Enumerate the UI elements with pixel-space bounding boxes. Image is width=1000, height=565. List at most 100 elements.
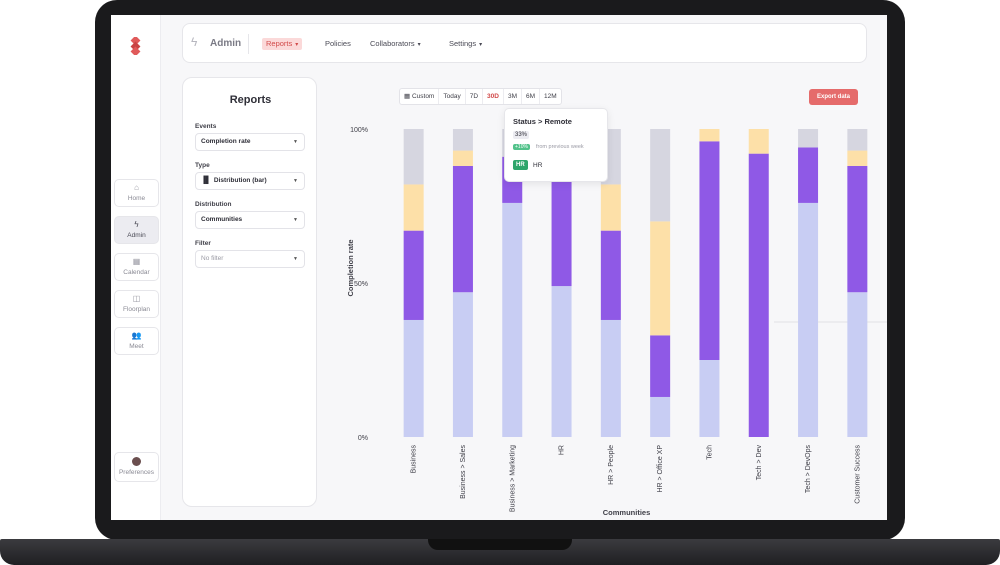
y-tick-label: 0% [358,435,368,442]
bar-segment [403,230,424,320]
bar-segment [452,150,473,166]
nav-policies[interactable]: Policies [325,38,351,50]
rail-item-calendar[interactable]: ▦ Calendar [114,253,159,281]
range-label: Custom [411,93,435,100]
bar-segment [650,221,671,336]
y-tick-label: 50% [354,281,368,288]
bar-segment [452,292,473,437]
y-tick-label: 100% [350,127,368,134]
calendar-icon: ▦ [404,93,412,100]
caret-down-icon: ▼ [293,178,298,184]
events-value: Completion rate [201,138,251,145]
page-title: Admin [210,38,242,49]
floorplan-icon: ◫ [132,294,141,303]
reports-panel: Reports Events Completion rate ▼ Type ▐▌… [182,77,317,507]
type-select[interactable]: ▐▌ Distribution (bar) ▼ [195,172,305,190]
bar-segment [600,230,621,320]
range-7d[interactable]: 7D [466,89,484,104]
panel-title: Reports [229,94,272,106]
range-12m[interactable]: 12M [544,93,557,100]
divider [248,34,249,54]
range-6m[interactable]: 6M [522,89,541,104]
distribution-value: Communities [201,216,243,223]
export-data-button[interactable]: Export data [809,89,858,105]
x-tick-label: Tech > Dev [756,445,763,481]
tooltip-change-text: from previous week [536,144,584,150]
nav-settings[interactable]: Settings ▾ [449,38,482,50]
bar-chart-icon: ▐▌ [201,177,211,184]
bar-segment [847,129,868,151]
tooltip-tag-name: HR [533,162,543,169]
bar-segment [600,184,621,231]
bar-segment [551,178,572,287]
nav-reports[interactable]: Reports ▾ [262,38,303,50]
chart-tooltip: Status > Remote 33% +10% from previous w… [504,108,608,182]
bar-segment [650,396,671,437]
rail-item-label: Calendar [123,269,150,276]
nav-collaborators[interactable]: Collaborators ▾ [370,38,421,50]
tooltip-title: Status > Remote [513,117,572,126]
bar-segment [502,202,523,437]
rail-item-label: Floorplan [122,306,151,313]
rail-item-home[interactable]: ⌂ Home [114,179,159,207]
brand-logo [130,37,141,55]
bar-segment [699,129,720,142]
x-tick-label: Tech [706,445,713,460]
type-label: Type [195,162,210,169]
bar-segment [748,129,769,154]
meet-icon: 👥 [131,331,142,340]
x-tick-label: Tech > DevOps [805,445,812,494]
x-tick-label: HR > People [608,445,615,485]
filter-placeholder: No filter [201,255,224,262]
app-screen: ⌂ Home ϟ Admin ▦ Calendar ◫ Floorplan 👥 … [111,15,887,520]
caret-down-icon: ▼ [293,256,298,262]
bar-segment [847,292,868,437]
rail-item-admin[interactable]: ϟ Admin [114,216,159,244]
laptop-notch [428,539,572,550]
bar-segment [403,319,424,437]
bolt-icon: ϟ [191,35,198,49]
tooltip-tag: HR [513,160,528,170]
top-bar: ϟ Admin Reports ▾ Policies Collaborators ▾… [182,23,867,63]
range-today[interactable]: Today [439,89,466,104]
range-custom[interactable]: ▦ Custom [400,89,440,104]
chevron-down-icon: ▾ [479,42,483,48]
range-30d[interactable]: 30D [483,89,504,104]
bar-segment [699,360,720,437]
bar-segment [798,147,819,203]
bar-segment [452,129,473,151]
home-icon: ⌂ [134,183,139,192]
bar-segment [551,286,572,437]
type-value: Distribution (bar) [213,177,267,184]
tooltip-value: 33% [513,131,530,139]
calendar-icon: ▦ [132,257,141,266]
nav-label: Settings [449,39,477,48]
rail-item-label: Preferences [118,469,155,476]
x-tick-label: HR > Office XP [657,445,664,493]
bar-segment [650,335,671,397]
events-select[interactable]: Completion rate ▼ [195,133,305,151]
bolt-icon: ϟ [134,220,139,229]
distribution-label: Distribution [195,201,232,208]
rail-item-meet[interactable]: 👥 Meet [114,327,159,355]
filter-select[interactable]: No filter ▼ [195,250,305,268]
date-range-selector: ▦ Custom Today 7D 30D 3M 6M 12M [399,88,562,105]
x-axis-title: Communities [603,508,651,517]
range-3m[interactable]: 3M [504,89,522,104]
rail-item-floorplan[interactable]: ◫ Floorplan [114,290,159,318]
chevron-down-icon: ▾ [417,42,421,48]
rail-item-label: Home [127,195,146,202]
distribution-select[interactable]: Communities ▼ [195,211,305,229]
nav-label: Reports [266,39,293,48]
bar-segment [847,150,868,166]
rail-item-preferences[interactable]: Preferences [114,452,159,482]
tooltip-change-badge: +10% [513,144,530,150]
x-tick-label: Business [411,445,418,474]
left-rail: ⌂ Home ϟ Admin ▦ Calendar ◫ Floorplan 👥 … [111,15,161,520]
bar-segment [650,129,671,222]
caret-down-icon: ▼ [293,217,298,223]
rail-item-label: Meet [129,343,144,350]
distribution-chart: 0% 50% 100% Completion rate Business Business… [346,127,887,517]
filter-label: Filter [195,240,211,247]
events-label: Events [195,123,217,130]
